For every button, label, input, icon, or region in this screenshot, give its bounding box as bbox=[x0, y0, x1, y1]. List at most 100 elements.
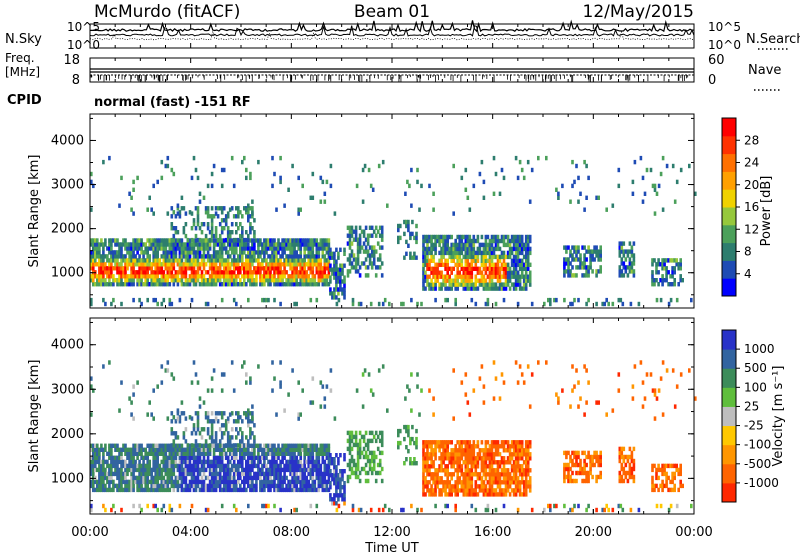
velocity-cell bbox=[498, 444, 502, 449]
power-cell bbox=[176, 246, 180, 251]
power-cell bbox=[460, 175, 464, 181]
velocity-cell bbox=[317, 471, 321, 477]
velocity-cell bbox=[432, 472, 435, 477]
velocity-cell bbox=[241, 459, 244, 465]
velocity-cell bbox=[235, 463, 238, 469]
velocity-cell bbox=[156, 463, 159, 469]
velocity-cell bbox=[224, 487, 228, 493]
velocity-cell bbox=[460, 448, 464, 453]
power-cell bbox=[299, 238, 302, 243]
power-cell bbox=[196, 206, 200, 211]
velocity-cell bbox=[476, 476, 480, 481]
velocity-cell bbox=[492, 456, 496, 461]
velocity-cell bbox=[317, 463, 321, 469]
power-cell bbox=[210, 222, 214, 227]
power-cell bbox=[251, 246, 254, 251]
power-cell bbox=[468, 250, 472, 256]
velocity-cell bbox=[335, 493, 338, 498]
velocity-cell bbox=[472, 472, 476, 477]
power-cell bbox=[160, 266, 164, 271]
power-cell bbox=[170, 278, 174, 283]
power-cell bbox=[172, 254, 176, 259]
velocity-cell bbox=[142, 463, 145, 469]
power-cell bbox=[293, 250, 296, 255]
velocity-cell bbox=[176, 475, 180, 481]
velocity-cell bbox=[130, 475, 133, 481]
power-cell bbox=[150, 278, 153, 283]
power-cell bbox=[409, 251, 412, 256]
power-cell bbox=[490, 286, 494, 291]
power-cell bbox=[571, 273, 574, 278]
power-colorbar-tick-label: 16 bbox=[744, 200, 759, 214]
power-cell bbox=[587, 297, 590, 303]
velocity-cell bbox=[232, 475, 236, 481]
velocity-cell bbox=[166, 471, 170, 477]
power-cell bbox=[424, 262, 427, 267]
power-cell bbox=[102, 246, 105, 251]
power-cell bbox=[162, 258, 166, 263]
velocity-cell bbox=[261, 471, 264, 477]
power-cell bbox=[232, 274, 236, 279]
power-cell bbox=[514, 266, 518, 271]
power-cell bbox=[140, 266, 143, 271]
power-cell bbox=[673, 282, 676, 287]
power-cell bbox=[212, 250, 216, 255]
velocity-cell bbox=[329, 493, 332, 498]
power-cell bbox=[466, 254, 470, 260]
velocity-cell bbox=[488, 452, 492, 457]
power-cell bbox=[492, 238, 496, 244]
power-cell bbox=[172, 282, 176, 287]
velocity-cell bbox=[484, 484, 488, 489]
power-cell bbox=[502, 297, 506, 303]
velocity-cell bbox=[148, 459, 151, 465]
velocity-cell bbox=[311, 447, 315, 452]
velocity-cell bbox=[372, 466, 376, 472]
velocity-cell bbox=[321, 475, 325, 481]
power-colorbar-swatch bbox=[722, 171, 736, 190]
velocity-cell bbox=[247, 439, 250, 444]
velocity-cell bbox=[273, 463, 276, 469]
power-cell bbox=[132, 250, 135, 255]
velocity-cell bbox=[160, 479, 164, 485]
velocity-cell bbox=[196, 411, 200, 416]
power-cell bbox=[295, 270, 298, 275]
velocity-cell bbox=[140, 443, 143, 448]
velocity-cell bbox=[350, 430, 354, 436]
velocity-cell bbox=[214, 467, 218, 473]
power-cell bbox=[484, 270, 488, 275]
power-cell bbox=[136, 262, 139, 267]
velocity-cell bbox=[291, 451, 294, 456]
velocity-cell bbox=[350, 458, 354, 464]
velocity-cell bbox=[140, 447, 143, 452]
power-cell bbox=[563, 245, 566, 250]
power-cell bbox=[573, 273, 576, 278]
power-cell bbox=[96, 246, 99, 251]
velocity-cell bbox=[426, 448, 429, 453]
power-cell bbox=[500, 234, 504, 240]
power-cell bbox=[561, 183, 564, 189]
power-cell bbox=[249, 250, 252, 255]
power-cell bbox=[92, 238, 95, 243]
velocity-cell bbox=[321, 443, 325, 448]
power-cell bbox=[368, 261, 372, 266]
power-cell bbox=[307, 278, 310, 283]
velocity-cell bbox=[194, 411, 198, 416]
velocity-cell bbox=[380, 438, 384, 444]
velocity-cell bbox=[301, 483, 304, 489]
velocity-cell bbox=[514, 480, 518, 485]
velocity-cell bbox=[462, 480, 466, 485]
velocity-cell bbox=[498, 460, 502, 465]
velocity-cell bbox=[293, 443, 296, 448]
velocity-cell bbox=[98, 475, 101, 481]
velocity-cell bbox=[496, 476, 500, 481]
velocity-cell bbox=[202, 467, 206, 473]
power-cell bbox=[323, 238, 327, 243]
velocity-cell bbox=[498, 464, 502, 469]
power-cell bbox=[235, 246, 238, 251]
power-cell bbox=[261, 297, 264, 303]
velocity-cell bbox=[428, 464, 431, 469]
power-cell bbox=[281, 242, 284, 247]
power-cell bbox=[426, 262, 429, 267]
velocity-cell bbox=[430, 456, 433, 461]
velocity-cell bbox=[230, 427, 234, 432]
